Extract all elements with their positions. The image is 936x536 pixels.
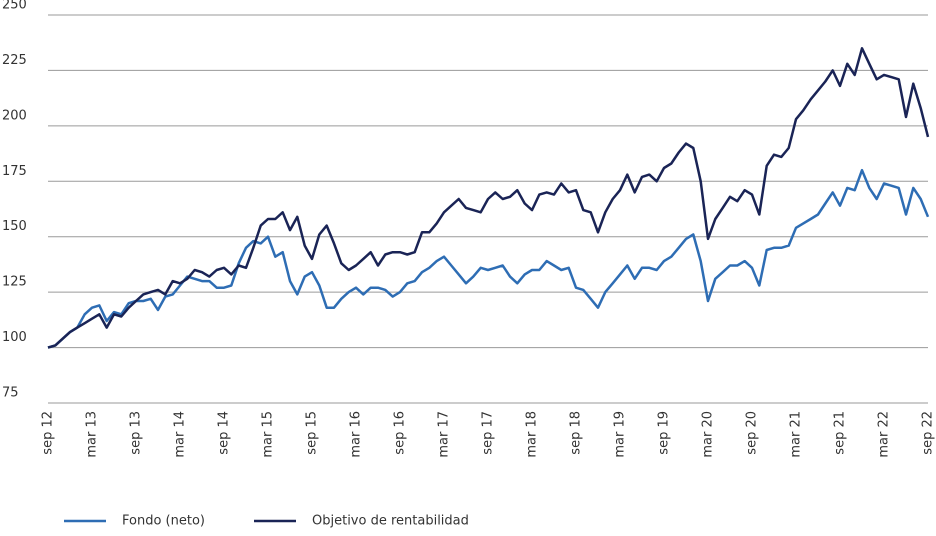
x-tick-label: mar 18 [525, 411, 540, 458]
y-tick-label: 150 [2, 219, 27, 234]
x-tick-label: sep 14 [217, 411, 232, 455]
x-tick-label: mar 13 [85, 411, 100, 458]
x-tick-label: sep 12 [41, 411, 56, 455]
x-tick-label: sep 18 [569, 411, 584, 455]
x-tick-label: sep 16 [393, 411, 408, 455]
x-tick-label: mar 22 [877, 411, 892, 458]
y-tick-label: 125 [2, 275, 27, 290]
legend-label: Objetivo de rentabilidad [312, 514, 469, 529]
x-tick-label: sep 22 [921, 411, 936, 455]
y-tick-label: 250 [2, 0, 27, 13]
x-tick-label: sep 21 [833, 411, 848, 455]
line-series [47, 168, 930, 349]
x-tick-label: sep 13 [129, 411, 144, 455]
x-tick-label: mar 19 [613, 411, 628, 458]
y-tick-label: 100 [2, 330, 27, 345]
x-tick-label: mar 16 [349, 411, 364, 458]
x-tick-label: sep 20 [745, 411, 760, 455]
x-tick-label: mar 14 [173, 411, 188, 458]
x-tick-label: mar 21 [789, 411, 804, 458]
x-tick-label: mar 15 [261, 411, 276, 458]
y-tick-label: 175 [2, 164, 27, 179]
y-tick-label: 200 [2, 108, 27, 123]
line-series [47, 47, 930, 349]
y-tick-label: 225 [2, 53, 27, 68]
x-tick-label: mar 17 [437, 411, 452, 458]
y-tick-label: 75 [2, 386, 19, 401]
x-tick-label: sep 17 [481, 411, 496, 455]
x-tick-label: sep 19 [657, 411, 672, 455]
x-tick-label: sep 15 [305, 411, 320, 455]
x-tick-label: mar 20 [701, 411, 716, 458]
legend-label: Fondo (neto) [122, 514, 205, 529]
